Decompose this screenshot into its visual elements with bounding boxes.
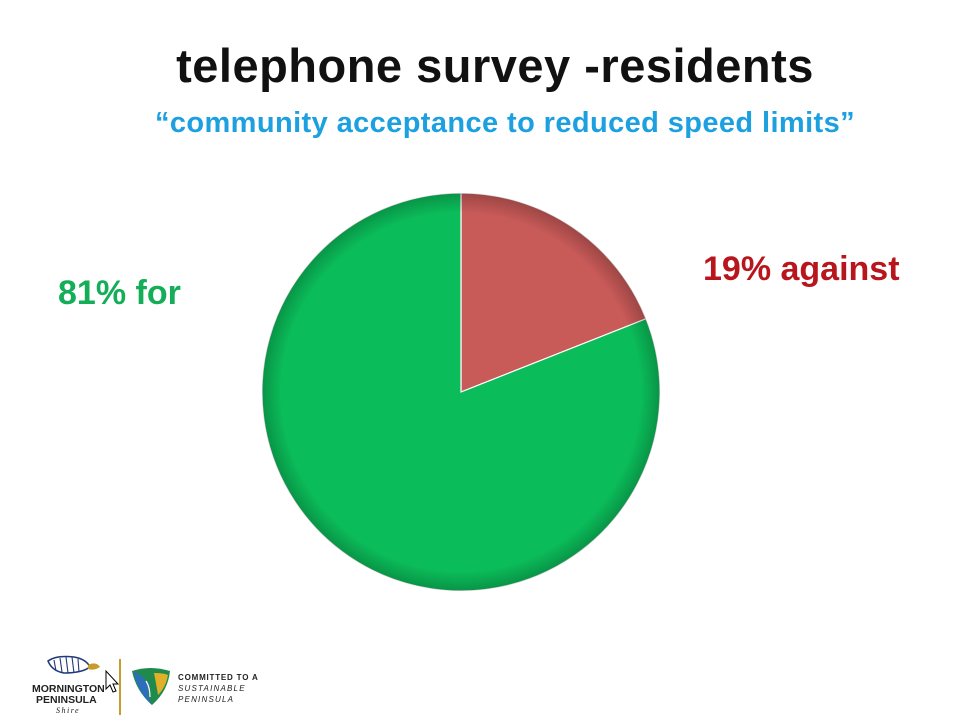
footer-logo-art: MORNINGTON PENINSULA Shire COMMITTED TO … [32,655,259,715]
tagline-line2: SUSTAINABLE [178,684,246,693]
sustainable-peninsula-icon [132,668,170,705]
shire-logo-line3: Shire [56,706,80,715]
shire-logo-icon [47,655,100,674]
footer-logos: MORNINGTON PENINSULA Shire COMMITTED TO … [28,651,272,719]
tagline-line1: COMMITTED TO A [178,673,259,682]
slide-subtitle: “community acceptance to reduced speed l… [154,107,856,139]
cursor-icon [105,669,120,693]
shire-logo-line2: PENINSULA [36,694,97,706]
shire-logo-line1: MORNINGTON [32,683,105,695]
slice-label-for: 81% for [58,274,181,312]
tagline-line3: PENINSULA [178,695,234,704]
slide-title: telephone survey -residents [176,39,814,92]
slice-label-against: 19% against [703,250,900,288]
